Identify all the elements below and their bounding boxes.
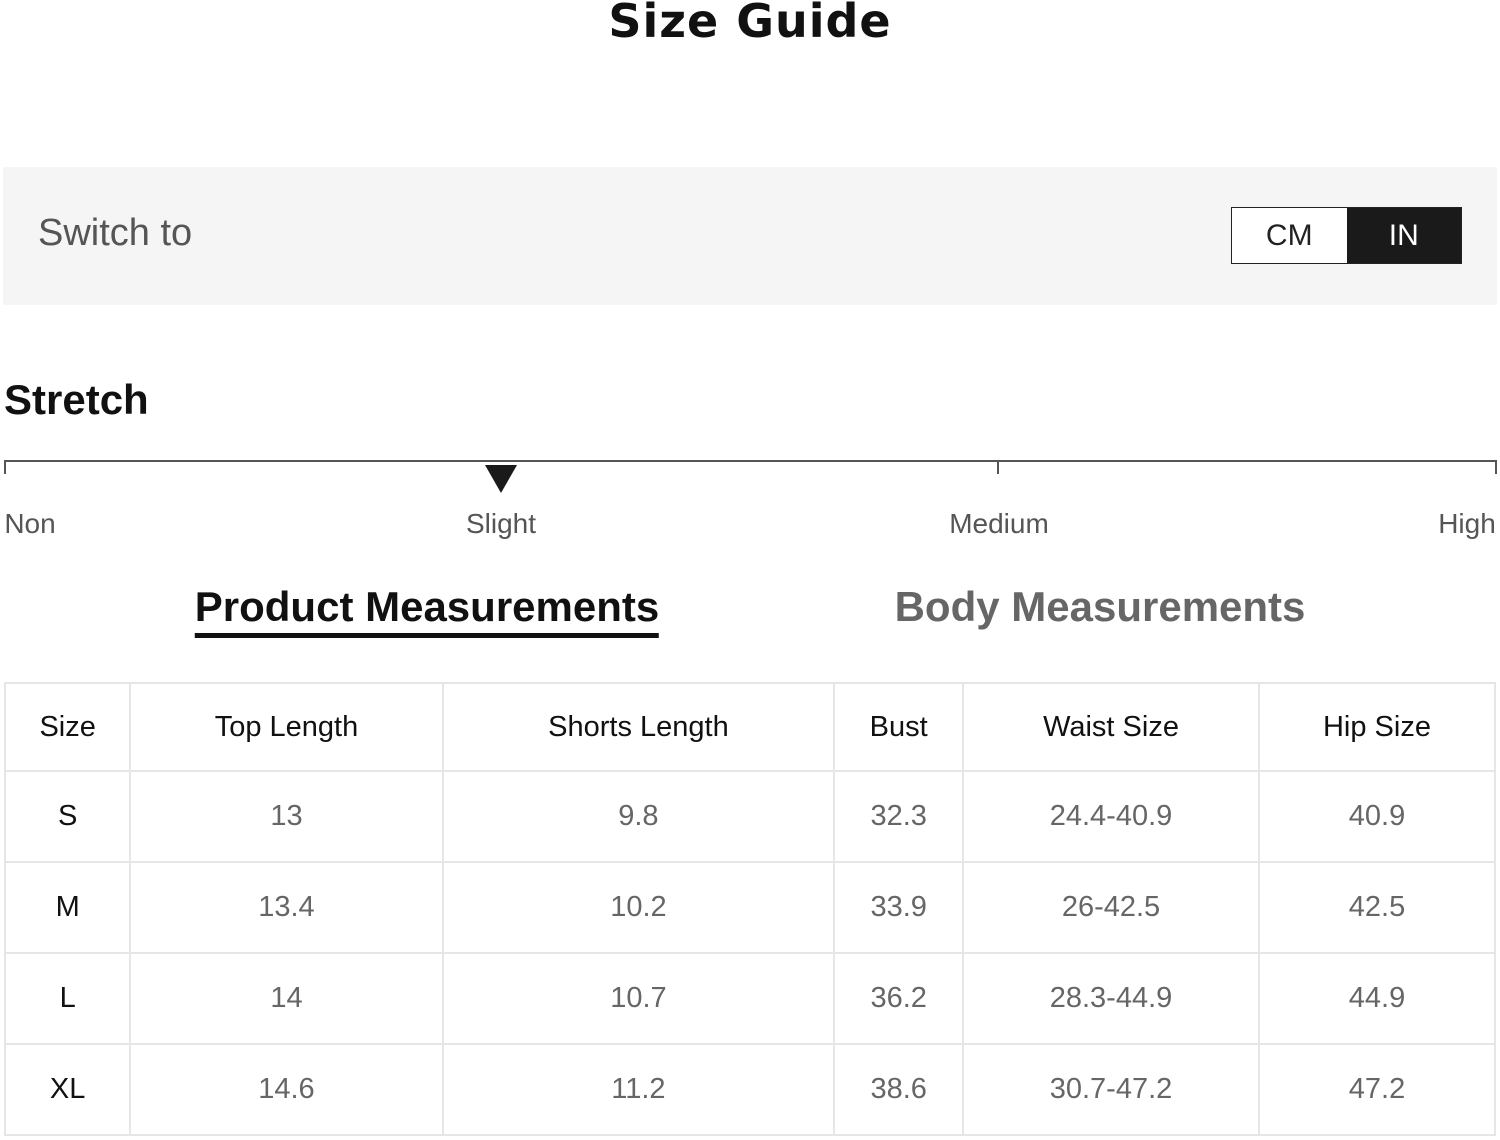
size-cell: M (3, 861, 132, 954)
header-size: Size (3, 682, 132, 772)
stretch-label-medium: Medium (949, 508, 1049, 539)
table-row: XL 14.6 11.2 38.6 30.7-47.2 47.2 (3, 1043, 1497, 1136)
measurement-cell: 10.2 (441, 861, 836, 954)
measurement-cell: 38.6 (833, 1043, 965, 1136)
measurement-cell: 40.9 (1257, 770, 1497, 863)
measurement-cell: 14.6 (129, 1043, 444, 1136)
header-waist-size: Waist Size (962, 682, 1260, 772)
stretch-label-high: High (1438, 508, 1496, 539)
measurement-cell: 10.7 (441, 952, 836, 1045)
table-header-row: Size Top Length Shorts Length Bust Waist… (3, 682, 1497, 772)
stretch-tick (997, 462, 999, 474)
header-hip-size: Hip Size (1257, 682, 1497, 772)
stretch-marker-icon (484, 465, 517, 493)
measurement-cell: 26-42.5 (962, 861, 1260, 954)
unit-option-cm[interactable]: CM (1232, 208, 1347, 263)
stretch-tick (1495, 462, 1497, 474)
unit-option-in[interactable]: IN (1346, 208, 1461, 263)
size-cell: L (3, 952, 132, 1045)
measurement-cell: 13.4 (129, 861, 444, 954)
size-cell: S (3, 770, 132, 863)
tab-product-measurements[interactable]: Product Measurements (194, 583, 660, 638)
measurement-cell: 28.3-44.9 (962, 952, 1260, 1045)
table-row: M 13.4 10.2 33.9 26-42.5 42.5 (3, 861, 1497, 954)
size-table: Size Top Length Shorts Length Bust Waist… (3, 682, 1497, 1136)
header-top-length: Top Length (129, 682, 444, 772)
stretch-heading: Stretch (4, 376, 149, 423)
measurement-cell: 36.2 (833, 952, 965, 1045)
stretch-tick (4, 462, 6, 474)
tab-body-measurements[interactable]: Body Measurements (894, 583, 1306, 630)
measurement-cell: 30.7-47.2 (962, 1043, 1260, 1136)
measurement-cell: 44.9 (1257, 952, 1497, 1045)
measurement-cell: 33.9 (833, 861, 965, 954)
stretch-scale-line (4, 460, 1497, 462)
measurement-cell: 11.2 (441, 1043, 836, 1136)
stretch-label-non: Non (4, 508, 56, 539)
header-bust: Bust (833, 682, 965, 772)
measurement-cell: 42.5 (1257, 861, 1497, 954)
header-shorts-length: Shorts Length (441, 682, 836, 772)
measurement-cell: 9.8 (441, 770, 836, 863)
page-title: Size Guide (608, 0, 892, 48)
measurement-cell: 47.2 (1257, 1043, 1497, 1136)
unit-toggle[interactable]: CM IN (1231, 207, 1462, 264)
table-row: S 13 9.8 32.3 24.4-40.9 40.9 (3, 770, 1497, 863)
size-cell: XL (3, 1043, 132, 1136)
stretch-label-slight: Slight (465, 508, 537, 539)
table-row: L 14 10.7 36.2 28.3-44.9 44.9 (3, 952, 1497, 1045)
switch-label: Switch to (38, 212, 193, 254)
measurement-cell: 32.3 (833, 770, 965, 863)
measurement-cell: 24.4-40.9 (962, 770, 1260, 863)
measurement-cell: 13 (129, 770, 444, 863)
measurement-cell: 14 (129, 952, 444, 1045)
